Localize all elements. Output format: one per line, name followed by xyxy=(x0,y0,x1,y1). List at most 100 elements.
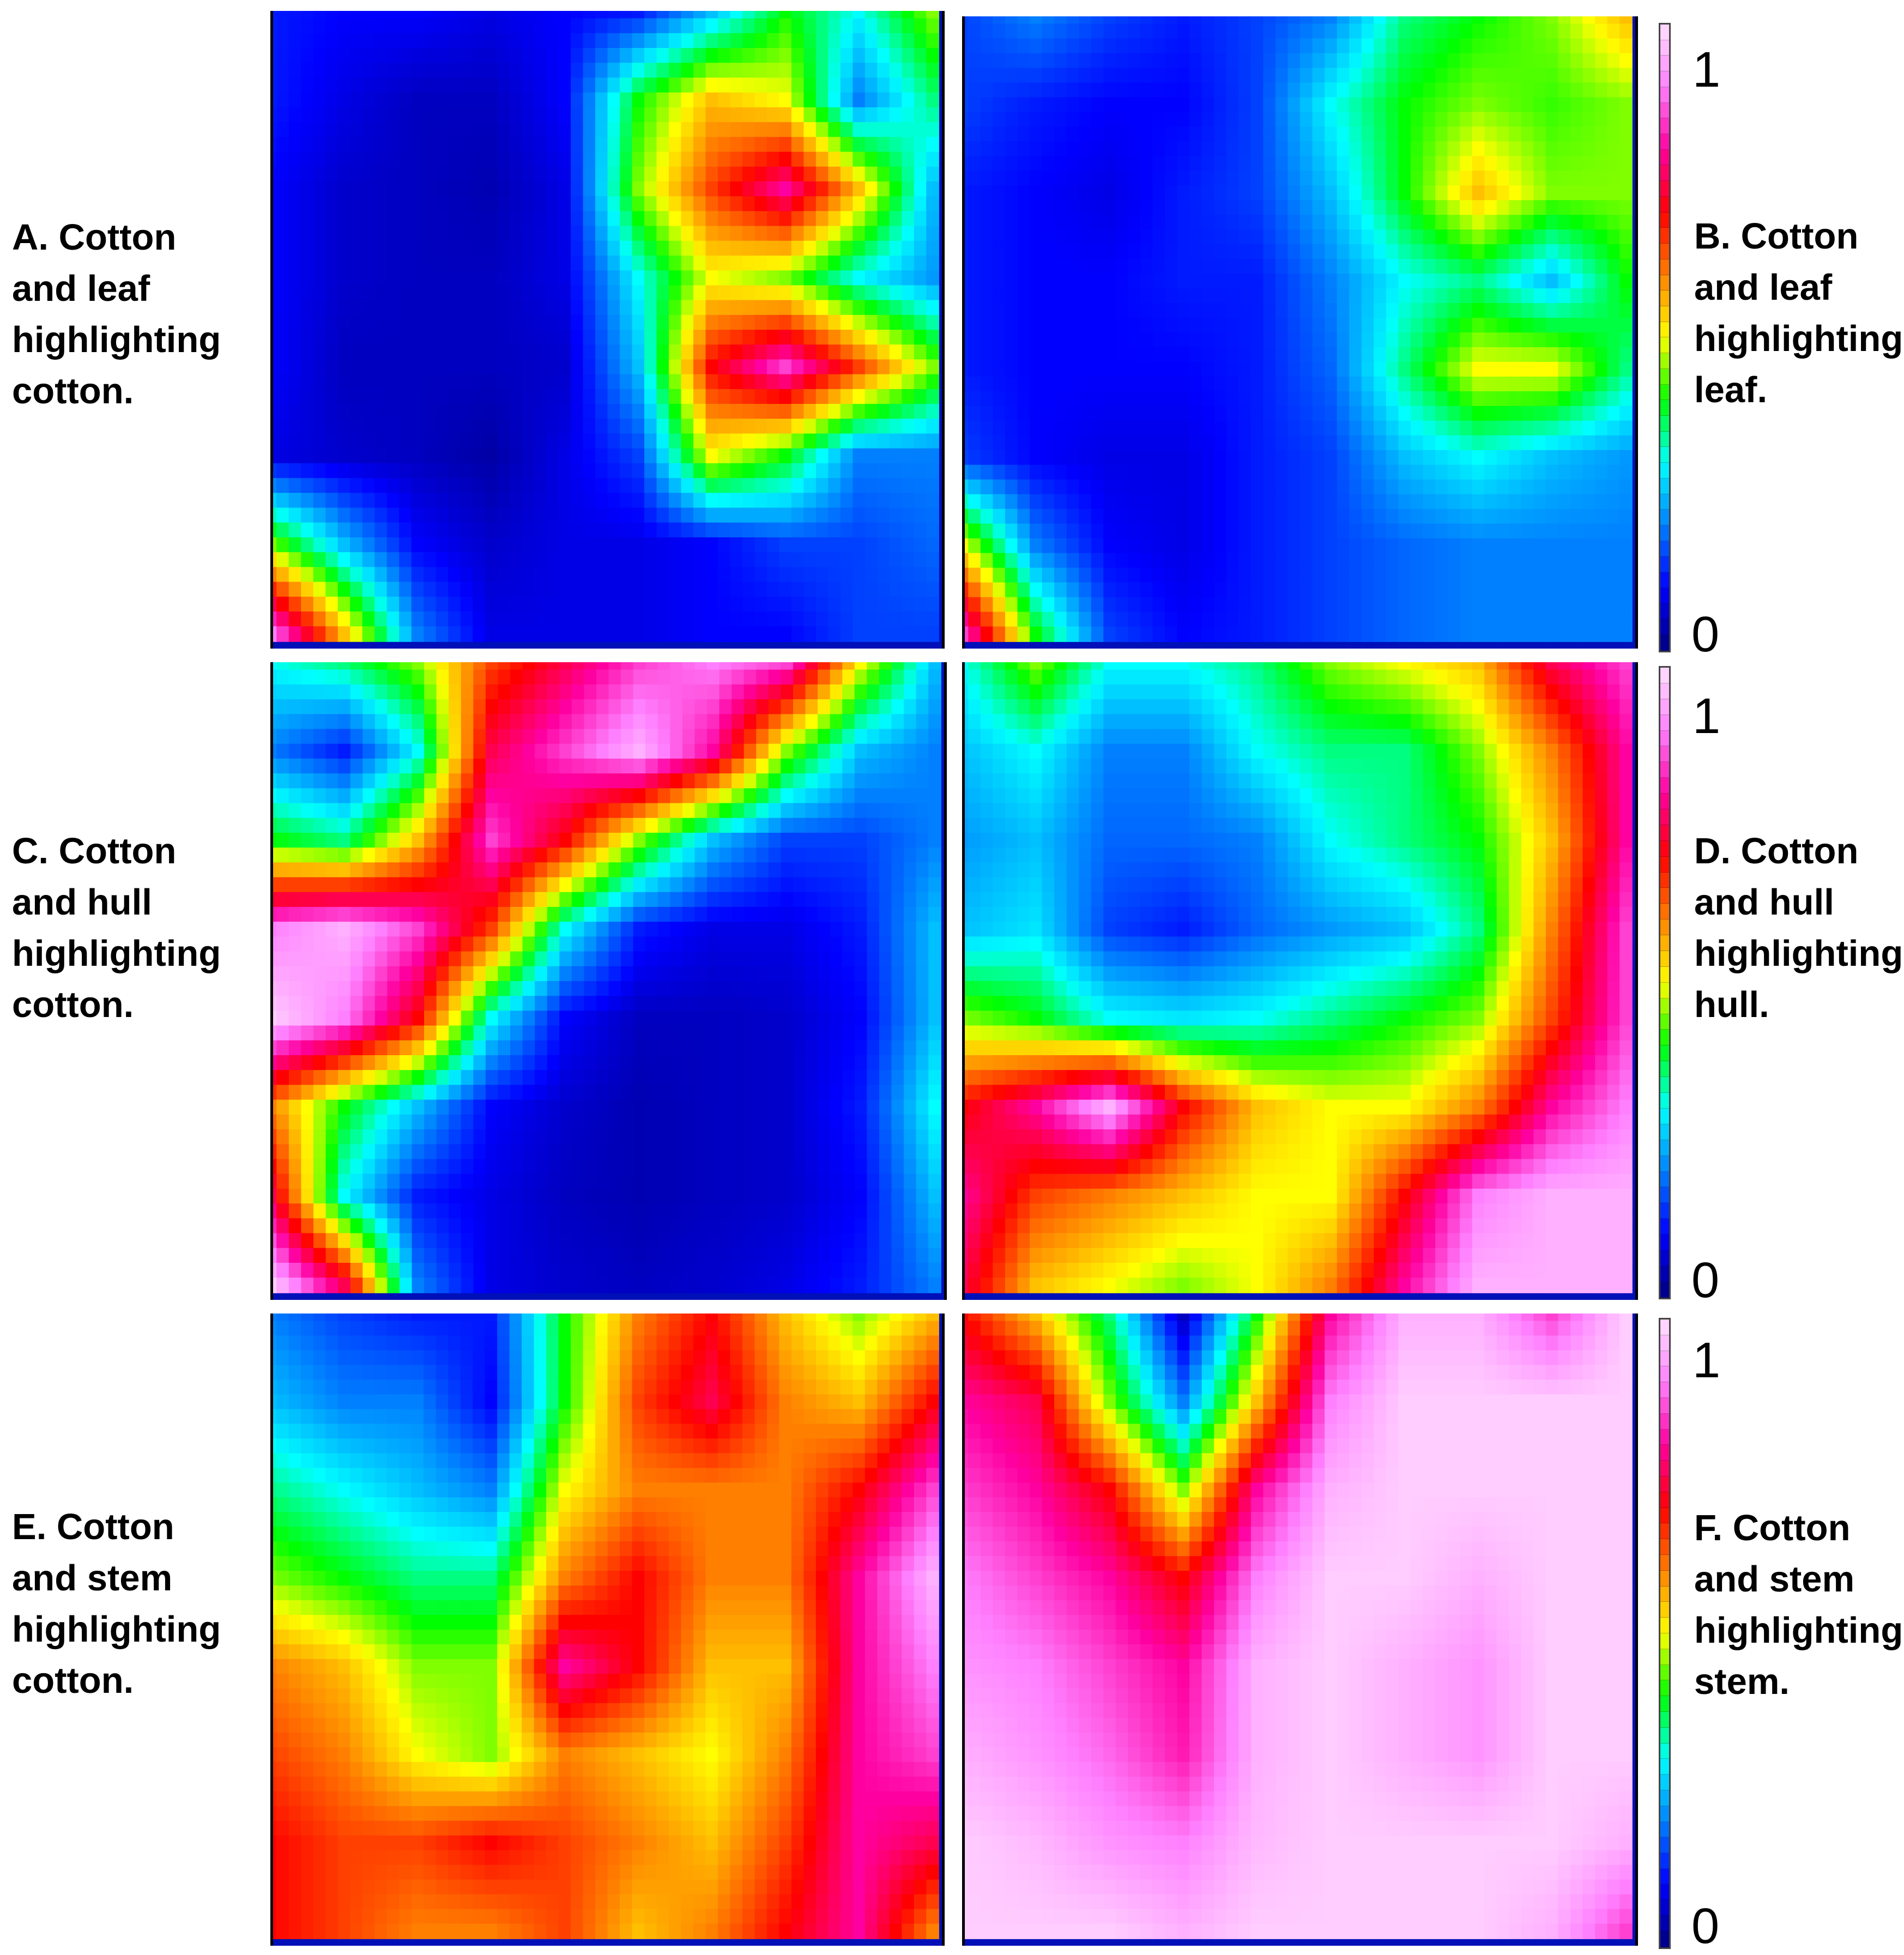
heatmap-cell xyxy=(1398,200,1412,216)
heatmap-cell xyxy=(1275,141,1289,157)
colorbar-band xyxy=(1660,478,1669,494)
heatmap-cell xyxy=(1386,347,1399,363)
heatmap-cell xyxy=(497,285,510,301)
heatmap-cell xyxy=(571,107,584,123)
heatmap-cell xyxy=(853,33,866,49)
heatmap-cell xyxy=(754,330,768,346)
heatmap-cell xyxy=(1017,53,1031,69)
heatmap-cell xyxy=(1042,494,1055,510)
heatmap-cell xyxy=(436,463,449,479)
heatmap-cell xyxy=(1238,523,1252,540)
heatmap-cell xyxy=(424,226,437,242)
heatmap-cell xyxy=(1042,332,1055,348)
heatmap-cell xyxy=(1607,126,1621,142)
heatmap-cell xyxy=(607,196,621,212)
heatmap-cell xyxy=(411,152,425,168)
heatmap-cell xyxy=(730,493,744,509)
heatmap-cell xyxy=(1312,82,1326,98)
heatmap-cell xyxy=(926,507,939,524)
heatmap-cell xyxy=(830,684,843,700)
heatmap-cell xyxy=(980,567,994,583)
heatmap-cell xyxy=(1619,112,1633,128)
heatmap-cell xyxy=(1300,567,1313,583)
heatmap-cell xyxy=(1250,38,1264,54)
heatmap-cell xyxy=(1386,229,1399,245)
heatmap-cell xyxy=(522,48,535,64)
heatmap-cell xyxy=(399,433,412,450)
heatmap-cell xyxy=(1484,229,1497,245)
heatmap-cell xyxy=(1128,626,1141,642)
heatmap-cell xyxy=(1435,523,1448,540)
heatmap-cell xyxy=(1607,112,1621,128)
heatmap-cell xyxy=(559,699,572,715)
heatmap-cell xyxy=(399,48,412,64)
heatmap-cell xyxy=(1226,523,1240,540)
heatmap-cell xyxy=(1447,376,1461,392)
heatmap-cell xyxy=(497,211,510,227)
heatmap-cell xyxy=(1349,523,1362,540)
heatmap-cell xyxy=(1005,38,1018,54)
heatmap-cell xyxy=(730,270,744,286)
heatmap-cell xyxy=(436,330,449,346)
heatmap-cell xyxy=(313,18,327,34)
heatmap-cell xyxy=(993,509,1006,525)
heatmap-cell xyxy=(1005,156,1018,172)
heatmap-cell xyxy=(350,404,363,420)
heatmap-cell xyxy=(754,567,768,583)
heatmap-cell xyxy=(926,374,939,390)
heatmap-cell xyxy=(1570,259,1583,275)
heatmap-cell xyxy=(362,611,376,627)
heatmap-cell xyxy=(411,552,425,568)
heatmap-cell xyxy=(619,18,633,34)
heatmap-cell xyxy=(632,522,645,538)
heatmap-cell xyxy=(1079,376,1092,392)
heatmap-cell xyxy=(497,626,510,642)
heatmap-cell xyxy=(350,92,363,108)
heatmap-cell xyxy=(865,419,878,434)
heatmap-cell xyxy=(485,330,498,346)
heatmap-cell xyxy=(607,374,621,390)
heatmap-cell xyxy=(1115,391,1129,407)
heatmap-cell xyxy=(980,523,994,540)
heatmap-cell xyxy=(1558,450,1571,466)
heatmap-cell xyxy=(791,330,805,346)
heatmap-cell xyxy=(607,582,621,598)
heatmap-cell xyxy=(1398,405,1412,422)
heatmap-cell xyxy=(337,626,351,642)
heatmap-cell xyxy=(730,92,744,108)
heatmap-cell xyxy=(448,404,461,420)
heatmap-cell xyxy=(705,433,719,450)
heatmap-cell xyxy=(693,507,706,524)
heatmap-cell xyxy=(1300,141,1313,157)
heatmap-cell xyxy=(313,48,327,64)
heatmap-cell xyxy=(803,567,817,583)
heatmap-cell xyxy=(1128,318,1141,334)
heatmap-cell xyxy=(1607,332,1621,348)
heatmap-cell xyxy=(1496,509,1510,525)
heatmap-cell xyxy=(902,107,915,123)
heatmap-cell xyxy=(1189,332,1202,348)
heatmap-cell xyxy=(656,270,670,286)
colorbar-band xyxy=(1660,447,1669,463)
heatmap-cell xyxy=(1288,332,1301,348)
heatmap-cell xyxy=(693,152,706,168)
heatmap-cell xyxy=(914,33,927,49)
heatmap-cell xyxy=(1337,464,1350,481)
heatmap-cell xyxy=(1103,303,1116,319)
heatmap-cell xyxy=(1128,376,1141,392)
heatmap-cell xyxy=(828,240,841,257)
heatmap-cell xyxy=(485,152,498,168)
heatmap-cell xyxy=(325,684,339,700)
heatmap-cell xyxy=(744,669,757,686)
heatmap-cell xyxy=(1410,405,1424,422)
heatmap-cell xyxy=(779,211,792,227)
heatmap-cell xyxy=(926,48,939,64)
heatmap-cell xyxy=(1521,156,1534,172)
heatmap-cell xyxy=(1496,612,1510,627)
heatmap-cell xyxy=(1226,68,1240,83)
heatmap-cell xyxy=(313,522,327,538)
heatmap-cell xyxy=(1521,38,1534,54)
heatmap-cell xyxy=(1435,38,1448,54)
heatmap-cell xyxy=(1423,612,1436,627)
heatmap-cell xyxy=(509,240,523,257)
